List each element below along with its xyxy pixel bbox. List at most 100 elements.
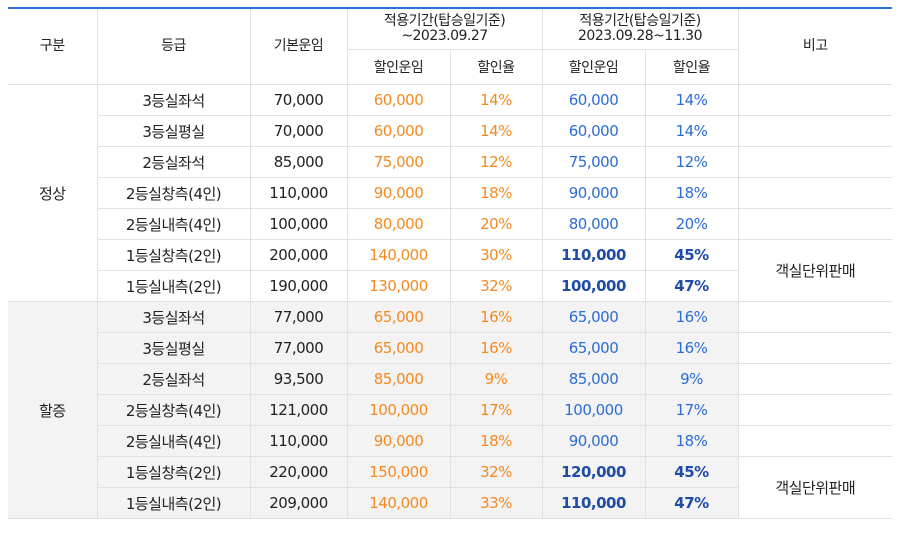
table-row: 2등실창측(4인) 110,000 90,000 18% 90,000 18%	[8, 177, 892, 209]
base-fare-cell: 70,000	[249, 115, 347, 147]
period-2-line-2: 2023.09.28~11.30	[578, 28, 702, 44]
p1-fare-cell: 100,000	[346, 394, 450, 426]
header-group: 구분	[8, 7, 97, 85]
p2-rate-cell: 47%	[644, 270, 738, 302]
p1-rate-cell: 33%	[449, 487, 542, 519]
p1-rate-cell: 20%	[449, 208, 542, 240]
table-row: 1등실창측(2인) 220,000 150,000 32% 120,000 45% 객실단위…	[8, 456, 892, 519]
grade-cell: 1등실내측(2인)	[96, 487, 250, 519]
p1-rate-cell: 17%	[449, 394, 542, 426]
p1-rate-cell: 14%	[449, 84, 542, 116]
p1-fare-cell: 90,000	[346, 177, 450, 209]
p1-rate-cell: 18%	[449, 177, 542, 209]
table-row: 할증 3등실좌석 77,000 65,000 16% 65,000 16%	[8, 301, 892, 519]
base-fare-cell: 100,000	[249, 208, 347, 240]
base-fare-cell: 77,000	[249, 301, 347, 333]
base-fare-cell: 77,000	[249, 332, 347, 364]
remark-cell-empty	[737, 332, 892, 364]
p2-rate-cell: 20%	[644, 208, 738, 240]
grade-cell: 3등실좌석	[96, 84, 250, 116]
table-row: 2등실좌석 93,500 85,000 9% 85,000 9%	[8, 363, 892, 395]
p2-fare-cell: 65,000	[541, 332, 645, 364]
p1-fare-cell: 75,000	[346, 146, 450, 178]
p2-fare-cell: 90,000	[541, 425, 645, 457]
base-fare-cell: 121,000	[249, 394, 347, 426]
base-fare-cell: 110,000	[249, 425, 347, 457]
group-label: 할증	[8, 301, 97, 519]
header-p1-rate: 할인율	[449, 49, 542, 85]
group-surcharge: 할증 3등실좌석 77,000 65,000 16% 65,000 16% 3등실평실 77,0…	[8, 301, 892, 519]
period-1-line-1: 적용기간(탑승일기준)	[383, 13, 506, 29]
base-fare-cell: 190,000	[249, 270, 347, 302]
p2-fare-cell: 80,000	[541, 208, 645, 240]
p2-fare-cell: 120,000	[541, 456, 645, 488]
remark-cell-empty	[737, 115, 892, 147]
base-fare-cell: 85,000	[249, 146, 347, 178]
remark-cell-empty	[737, 177, 892, 209]
table-row: 3등실평실 77,000 65,000 16% 65,000 16%	[8, 332, 892, 364]
grade-cell: 2등실내측(4인)	[96, 425, 250, 457]
header-grade: 등급	[96, 7, 250, 85]
p1-fare-cell: 60,000	[346, 84, 450, 116]
group-normal: 정상 3등실좌석 70,000 60,000 14% 60,000 14% 3등실평실 70,0…	[8, 84, 892, 302]
p2-rate-cell: 45%	[644, 239, 738, 271]
grade-cell: 3등실평실	[96, 115, 250, 147]
p2-rate-cell: 16%	[644, 332, 738, 364]
p1-rate-cell: 32%	[449, 456, 542, 488]
table-row: 2등실내측(4인) 110,000 90,000 18% 90,000 18%	[8, 425, 892, 457]
grade-cell: 2등실창측(4인)	[96, 177, 250, 209]
p1-fare-cell: 90,000	[346, 425, 450, 457]
table-header: 구분 등급 기본운임 적용기간(탑승일기준) ~2023.09.27 적용기간(…	[8, 7, 892, 85]
p2-fare-cell: 60,000	[541, 84, 645, 116]
p2-rate-cell: 17%	[644, 394, 738, 426]
grade-cell: 2등실좌석	[96, 146, 250, 178]
grade-cell: 2등실내측(4인)	[96, 208, 250, 240]
table-row: 2등실내측(4인) 100,000 80,000 20% 80,000 20%	[8, 208, 892, 240]
p1-fare-cell: 85,000	[346, 363, 450, 395]
base-fare-cell: 200,000	[249, 239, 347, 271]
remark-cell: 객실단위판매	[737, 456, 892, 519]
p1-fare-cell: 80,000	[346, 208, 450, 240]
p1-fare-cell: 65,000	[346, 332, 450, 364]
grade-cell: 1등실내측(2인)	[96, 270, 250, 302]
remark-cell-empty	[737, 425, 892, 457]
p2-fare-cell: 75,000	[541, 146, 645, 178]
p2-rate-cell: 18%	[644, 177, 738, 209]
fare-table-container: 구분 등급 기본운임 적용기간(탑승일기준) ~2023.09.27 적용기간(…	[8, 7, 892, 519]
p1-rate-cell: 9%	[449, 363, 542, 395]
remark-cell-empty	[737, 301, 892, 333]
grade-cell: 1등실창측(2인)	[96, 239, 250, 271]
p1-fare-cell: 130,000	[346, 270, 450, 302]
p1-rate-cell: 12%	[449, 146, 542, 178]
p2-rate-cell: 18%	[644, 425, 738, 457]
base-fare-cell: 220,000	[249, 456, 347, 488]
p2-fare-cell: 90,000	[541, 177, 645, 209]
base-fare-cell: 70,000	[249, 84, 347, 116]
p2-fare-cell: 85,000	[541, 363, 645, 395]
table-row: 1등실내측(2인) 209,000 140,000 33% 110,000 47%	[8, 487, 892, 519]
p2-fare-cell: 100,000	[541, 394, 645, 426]
p2-fare-cell: 60,000	[541, 115, 645, 147]
table-row: 2등실창측(4인) 121,000 100,000 17% 100,000 17%	[8, 394, 892, 426]
p1-rate-cell: 16%	[449, 301, 542, 333]
base-fare-cell: 209,000	[249, 487, 347, 519]
remark-cell-empty	[737, 146, 892, 178]
p1-rate-cell: 32%	[449, 270, 542, 302]
p1-fare-cell: 65,000	[346, 301, 450, 333]
table-row: 1등실내측(2인) 190,000 130,000 32% 100,000 47%	[8, 270, 892, 302]
p2-fare-cell: 65,000	[541, 301, 645, 333]
p2-rate-cell: 16%	[644, 301, 738, 333]
p2-rate-cell: 47%	[644, 487, 738, 519]
remark-cell-empty	[737, 84, 892, 116]
p2-fare-cell: 110,000	[541, 239, 645, 271]
p2-rate-cell: 9%	[644, 363, 738, 395]
header-period-1: 적용기간(탑승일기준) ~2023.09.27	[346, 7, 542, 50]
grade-cell: 2등실창측(4인)	[96, 394, 250, 426]
p2-rate-cell: 12%	[644, 146, 738, 178]
header-remark: 비고	[737, 7, 892, 85]
p1-fare-cell: 60,000	[346, 115, 450, 147]
header-p2-fare: 할인운임	[541, 49, 645, 85]
grade-cell: 1등실창측(2인)	[96, 456, 250, 488]
p1-rate-cell: 18%	[449, 425, 542, 457]
grade-cell: 3등실평실	[96, 332, 250, 364]
